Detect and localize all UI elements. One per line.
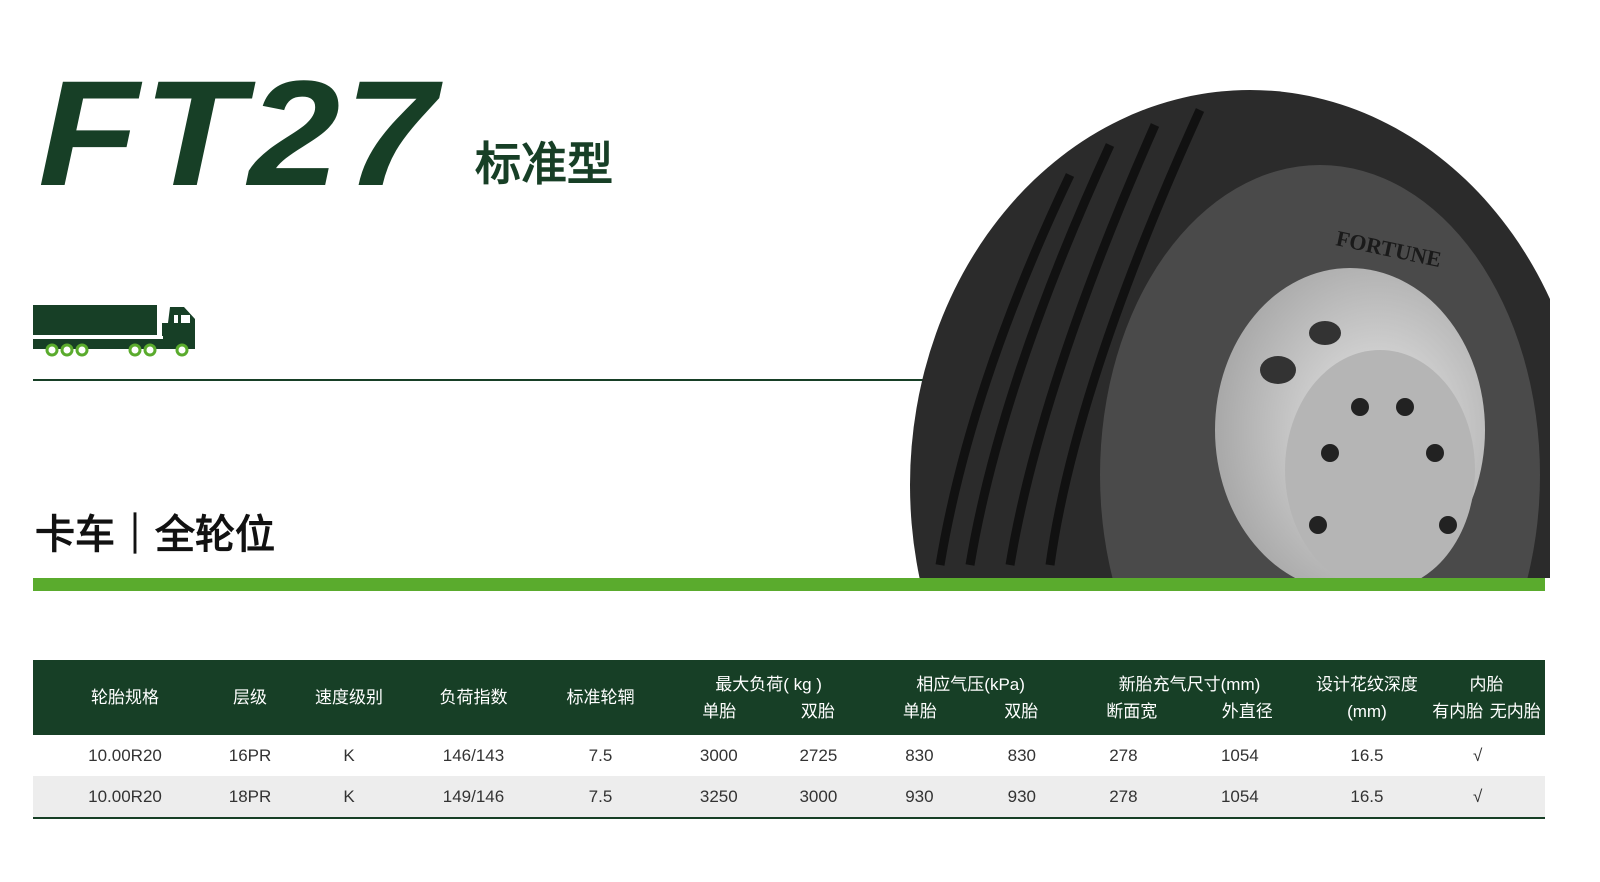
header-tube: 内胎 有内胎 无内胎 <box>1428 660 1545 735</box>
table-cell: 830 <box>905 745 934 765</box>
header-section-width: 断面宽 <box>1106 701 1158 721</box>
table-cell: 2725 <box>799 745 838 765</box>
header-tread-depth-label: 设计花纹深度 <box>1315 674 1418 694</box>
table-cell: 149/146 <box>415 776 532 819</box>
header-overall-diameter: 外直径 <box>1221 701 1273 721</box>
table-cell: 3250 <box>669 776 769 819</box>
table-cell <box>1527 776 1545 819</box>
table-cell: 16.5 <box>1350 745 1384 765</box>
divider <box>33 379 923 381</box>
header-ply: 层级 <box>233 688 267 707</box>
table-cell: 10.00R20 <box>88 745 162 765</box>
table-cell: 1054 <box>1220 745 1259 765</box>
table-cell: 10.00R20 <box>33 776 217 819</box>
header-dimensions-label: 新胎充气尺寸(mm) <box>1118 674 1261 694</box>
table-cell: 278 <box>1109 745 1138 765</box>
header-size: 轮胎规格 <box>91 688 159 707</box>
table-cell: √ <box>1427 776 1528 819</box>
header-tube-type: 有内胎 <box>1432 701 1484 721</box>
header-pressure: 相应气压(kPa) 单胎 双胎 <box>868 660 1073 735</box>
table-row: 10.00R20 16PR K 146/143 7.5 3000 2725 830 830 278… <box>33 735 1545 776</box>
truck-trailer-icon <box>33 305 195 357</box>
table-cell: 3000 <box>699 745 738 765</box>
table-cell: 830 <box>1007 745 1036 765</box>
header-tread-depth-unit: (mm) <box>1347 701 1387 721</box>
header-speed: 速度级别 <box>315 688 383 707</box>
header-pressure-label: 相应气压(kPa) <box>916 674 1025 694</box>
tire-image: FORTUNE <box>910 90 1550 578</box>
table-cell: 16.5 <box>1305 776 1428 819</box>
header-max-load-label: 最大负荷( kg ) <box>715 674 822 694</box>
header-dual: 双胎 <box>1004 701 1039 721</box>
header-tube-label: 内胎 <box>1469 674 1504 694</box>
table-cell: K <box>343 745 355 765</box>
header-tread-depth: 设计花纹深度 (mm) <box>1306 660 1428 735</box>
header-max-load: 最大负荷( kg ) 单胎 双胎 <box>669 660 868 735</box>
table-cell: 7.5 <box>532 776 669 819</box>
table-header-row: 轮胎规格 层级 速度级别 负荷指数 标准轮辋 最大负荷( kg ) 单胎 双胎 相… <box>33 660 1545 735</box>
table-cell: K <box>283 776 415 819</box>
table-cell: 18PR <box>217 776 283 819</box>
model-subtitle: 标准型 <box>475 137 613 191</box>
table-cell: 3000 <box>768 776 869 819</box>
header-tubeless: 无内胎 <box>1489 701 1541 721</box>
table-cell: 16PR <box>228 745 272 765</box>
accent-bar <box>33 578 1545 591</box>
table-cell <box>1527 735 1545 776</box>
header-dual: 双胎 <box>800 701 835 721</box>
model-name: FT27 <box>38 49 441 217</box>
table-cell: 930 <box>970 776 1073 819</box>
table-cell: √ <box>1473 745 1483 765</box>
header-rim: 标准轮辋 <box>566 688 635 707</box>
table-cell: 930 <box>868 776 971 819</box>
header-single: 单胎 <box>702 701 737 721</box>
spec-table: 轮胎规格 层级 速度级别 负荷指数 标准轮辋 最大负荷( kg ) 单胎 双胎 相… <box>33 660 1545 819</box>
table-cell: 1054 <box>1173 776 1306 819</box>
header-dimensions: 新胎充气尺寸(mm) 断面宽 外直径 <box>1073 660 1306 735</box>
table-cell: 278 <box>1073 776 1174 819</box>
header-single: 单胎 <box>902 701 937 721</box>
table-cell: 7.5 <box>588 745 613 765</box>
vehicle-category: 卡车｜全轮位 <box>35 512 275 558</box>
header-load-index: 负荷指数 <box>439 688 508 707</box>
table-row: 10.00R20 18PR K 149/146 7.5 3250 3000 930 930 278… <box>33 776 1545 819</box>
table-cell: 146/143 <box>442 745 505 765</box>
